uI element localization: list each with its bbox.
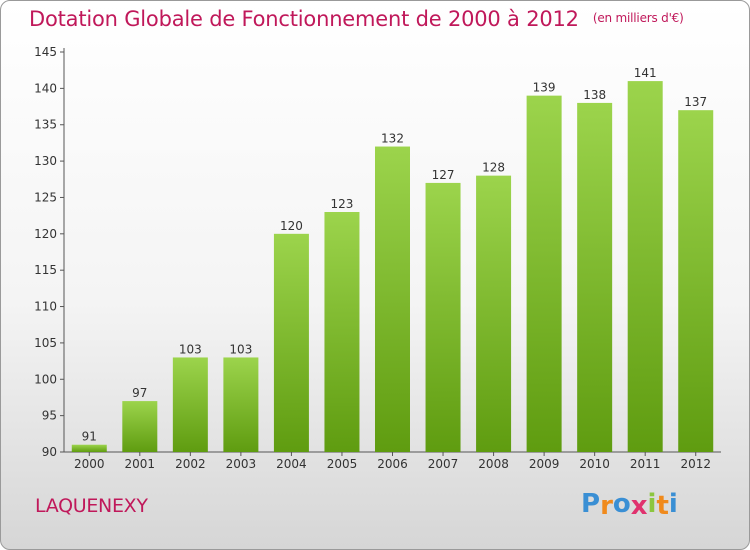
x-tick-label: 2008 [478, 457, 509, 471]
chart-title: Dotation Globale de Fonctionnement de 20… [29, 7, 684, 31]
data-label: 128 [482, 161, 505, 175]
data-label: 123 [331, 197, 354, 211]
commune-name: LAQUENEXY [35, 495, 148, 517]
chart-title-text: Dotation Globale de Fonctionnement de 20… [29, 7, 579, 31]
bar [526, 95, 562, 453]
bar [71, 444, 107, 452]
logo-letter: o [612, 489, 631, 519]
logo-letter: x [630, 491, 648, 521]
data-label: 137 [684, 95, 707, 109]
bar [223, 357, 259, 452]
y-tick-label: 125 [34, 190, 57, 204]
data-label: 127 [432, 168, 455, 182]
bar [375, 146, 410, 452]
data-label: 139 [533, 81, 556, 95]
x-tick-label: 2005 [327, 457, 358, 471]
logo-letter: i [668, 489, 678, 519]
logo-letter: i [647, 489, 657, 519]
bar [627, 81, 663, 452]
x-tick-label: 2000 [74, 457, 105, 471]
bar [172, 357, 208, 452]
data-label: 141 [634, 66, 657, 80]
y-tick-label: 110 [34, 300, 57, 314]
data-label: 103 [179, 342, 202, 356]
data-label: 97 [132, 386, 147, 400]
logo-letter: t [656, 491, 669, 521]
bar [476, 175, 512, 453]
data-label: 132 [381, 132, 404, 146]
x-tick-label: 2001 [125, 457, 156, 471]
y-tick-label: 130 [34, 154, 57, 168]
y-tick-label: 135 [34, 118, 57, 132]
y-tick-label: 90 [42, 445, 57, 459]
bar [273, 233, 309, 452]
y-tick-label: 140 [34, 81, 57, 95]
bar [324, 212, 360, 452]
bar [577, 102, 613, 452]
data-label: 138 [583, 88, 606, 102]
data-label: 91 [82, 430, 97, 444]
x-tick-label: 2011 [630, 457, 661, 471]
unit-label: (en milliers d'€) [592, 11, 684, 25]
bar [122, 401, 158, 452]
y-tick-label: 115 [34, 263, 57, 277]
bar [678, 110, 714, 452]
logo-letter: P [581, 489, 601, 519]
y-tick-label: 95 [42, 409, 57, 423]
y-tick-label: 120 [34, 227, 57, 241]
x-tick-label: 2007 [428, 457, 459, 471]
x-tick-label: 2006 [377, 457, 408, 471]
data-label: 120 [280, 219, 303, 233]
y-tick-label: 105 [34, 336, 57, 350]
logo-letter: r [600, 491, 613, 521]
y-tick-label: 100 [34, 372, 57, 386]
x-tick-label: 2010 [579, 457, 610, 471]
x-tick-label: 2002 [175, 457, 206, 471]
x-tick-label: 2003 [226, 457, 257, 471]
x-tick-label: 2004 [276, 457, 307, 471]
proxiti-logo: Proxiti [581, 489, 678, 521]
data-label: 103 [229, 342, 252, 356]
bar [425, 182, 461, 452]
x-tick-label: 2009 [529, 457, 560, 471]
y-tick-label: 145 [34, 45, 57, 59]
x-tick-label: 2012 [680, 457, 711, 471]
